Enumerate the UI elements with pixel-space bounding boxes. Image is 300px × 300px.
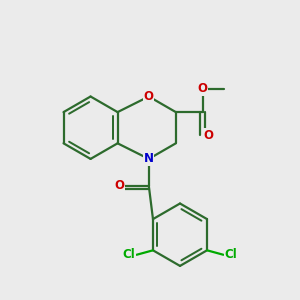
Text: Cl: Cl bbox=[123, 248, 136, 261]
Text: O: O bbox=[144, 90, 154, 103]
Text: N: N bbox=[144, 152, 154, 165]
Text: O: O bbox=[198, 82, 208, 95]
Text: O: O bbox=[203, 129, 214, 142]
Text: O: O bbox=[114, 179, 124, 192]
Text: Cl: Cl bbox=[224, 248, 237, 261]
